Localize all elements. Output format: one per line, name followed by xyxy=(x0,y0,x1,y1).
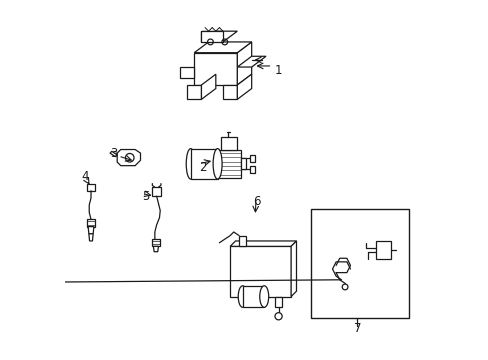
Circle shape xyxy=(125,153,134,162)
Polygon shape xyxy=(223,85,237,99)
Ellipse shape xyxy=(186,149,195,179)
Polygon shape xyxy=(201,74,215,99)
Circle shape xyxy=(274,313,282,320)
Polygon shape xyxy=(239,235,246,246)
Polygon shape xyxy=(153,246,158,252)
Polygon shape xyxy=(201,31,215,42)
Polygon shape xyxy=(152,187,161,196)
Polygon shape xyxy=(237,74,251,99)
Polygon shape xyxy=(230,241,296,246)
Polygon shape xyxy=(242,286,264,307)
Polygon shape xyxy=(88,226,94,234)
Polygon shape xyxy=(117,149,140,166)
Polygon shape xyxy=(89,234,93,241)
Text: 3: 3 xyxy=(110,147,117,159)
Text: 7: 7 xyxy=(353,322,361,335)
Text: 2: 2 xyxy=(199,161,206,174)
Polygon shape xyxy=(217,149,241,178)
Polygon shape xyxy=(249,166,255,173)
Polygon shape xyxy=(86,220,95,226)
Bar xyxy=(310,209,408,318)
Polygon shape xyxy=(230,246,290,297)
Polygon shape xyxy=(201,31,237,42)
Polygon shape xyxy=(152,239,159,246)
Ellipse shape xyxy=(259,286,268,307)
Polygon shape xyxy=(190,149,217,179)
Polygon shape xyxy=(237,42,251,85)
Polygon shape xyxy=(249,155,255,162)
Polygon shape xyxy=(241,158,246,169)
Text: 5: 5 xyxy=(142,190,149,203)
Polygon shape xyxy=(110,151,117,157)
Polygon shape xyxy=(87,184,94,191)
Polygon shape xyxy=(274,297,282,307)
Polygon shape xyxy=(187,85,201,99)
Text: 1: 1 xyxy=(274,64,282,77)
Polygon shape xyxy=(237,56,265,67)
Polygon shape xyxy=(194,42,251,53)
Ellipse shape xyxy=(213,149,222,179)
Polygon shape xyxy=(221,137,237,149)
Polygon shape xyxy=(180,67,194,78)
Polygon shape xyxy=(376,241,390,259)
Polygon shape xyxy=(290,241,296,297)
Ellipse shape xyxy=(238,286,247,307)
Polygon shape xyxy=(194,53,237,85)
Polygon shape xyxy=(201,31,223,42)
Circle shape xyxy=(342,284,347,290)
Text: 4: 4 xyxy=(81,170,88,183)
Text: 6: 6 xyxy=(253,195,260,208)
